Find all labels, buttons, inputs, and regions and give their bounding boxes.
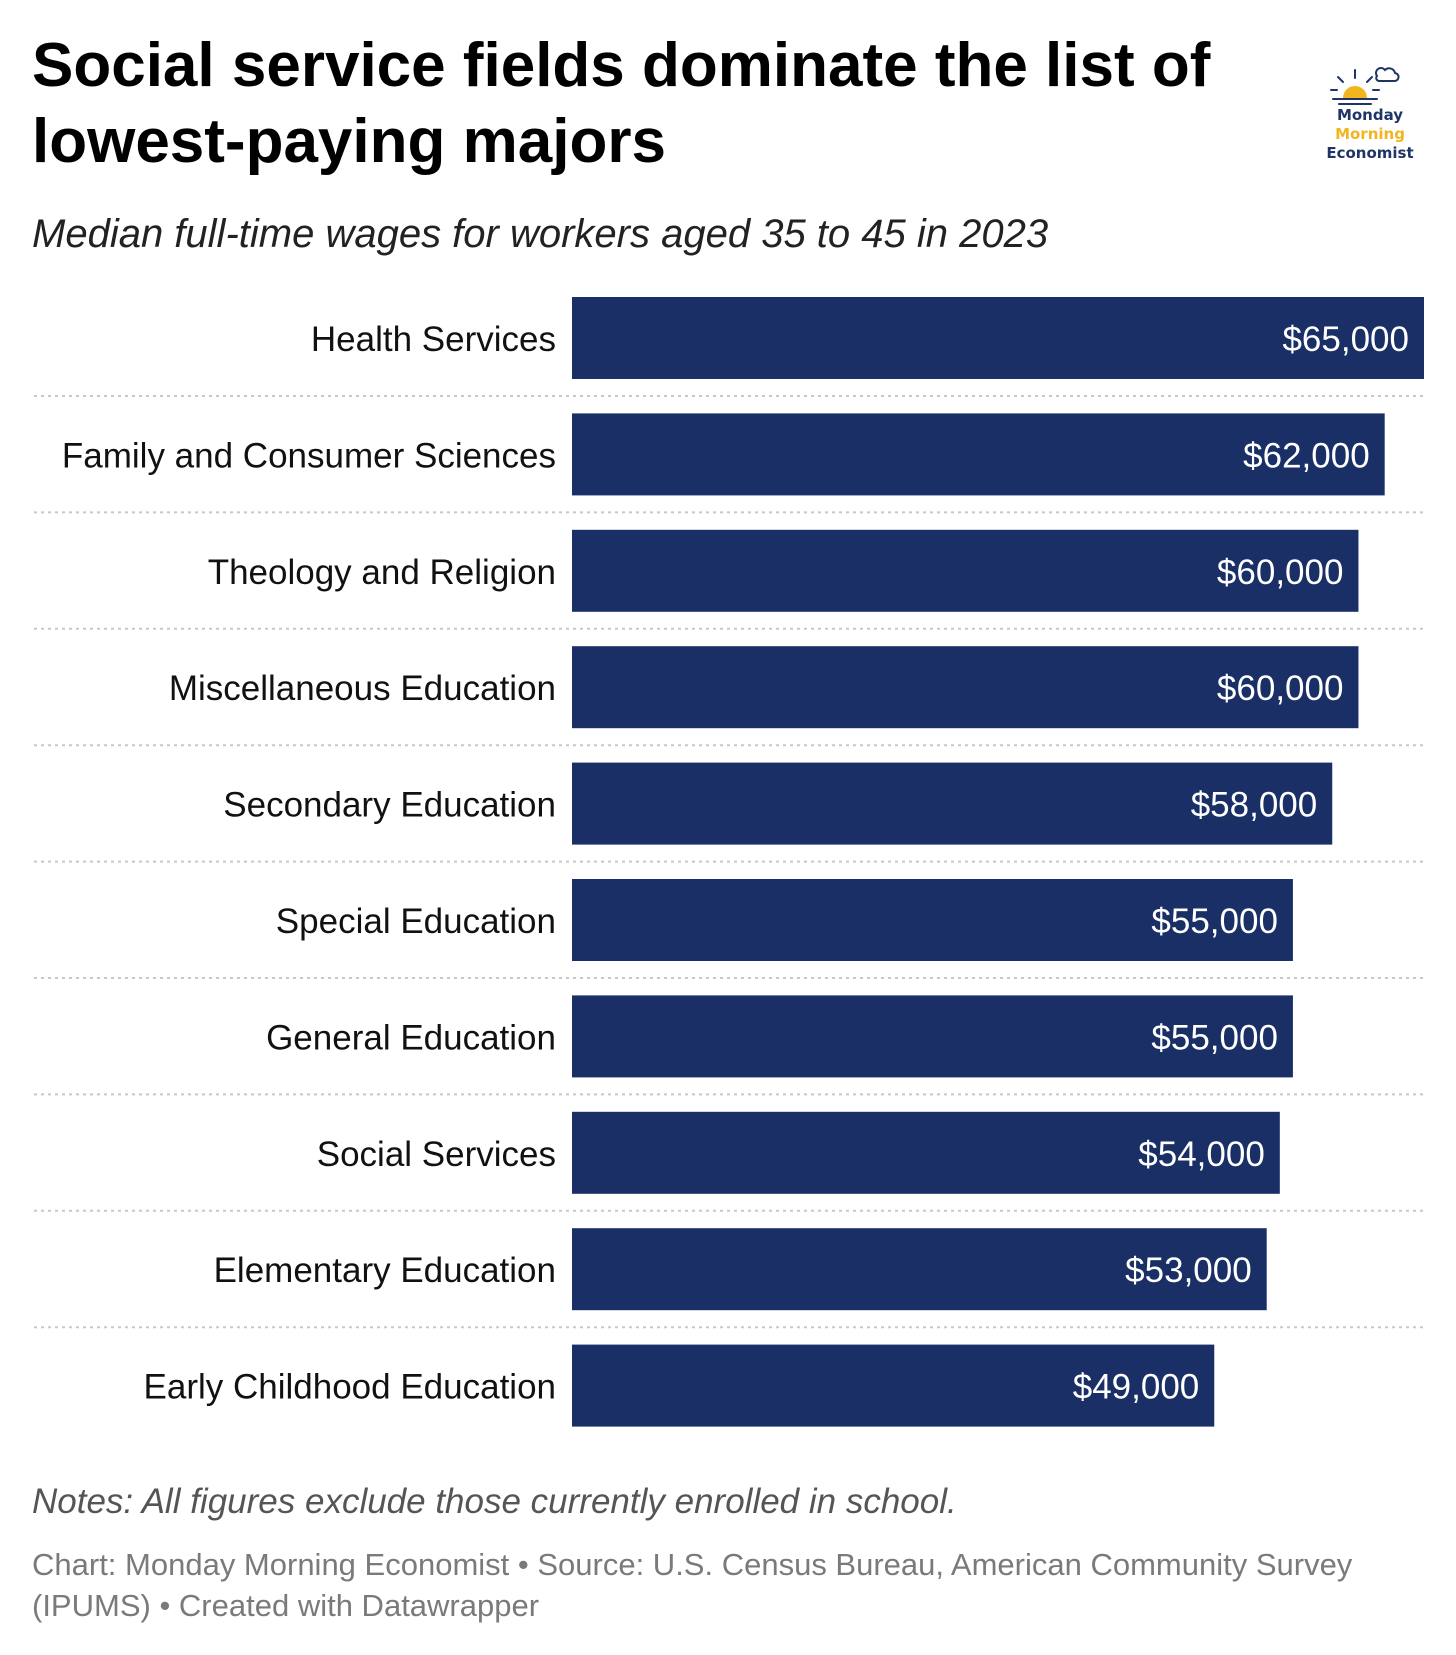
bar	[572, 297, 1424, 379]
value-label: $49,000	[1073, 1368, 1200, 1407]
bar	[572, 646, 1359, 729]
sunrise-icon	[1330, 67, 1400, 105]
category-label: Special Education	[276, 902, 556, 941]
credit-source: Source: U.S. Census Bureau, American Com…	[32, 1547, 1353, 1623]
value-label: $60,000	[1217, 669, 1344, 708]
chart-subtitle: Median full-time wages for workers aged …	[32, 212, 1049, 256]
bar	[572, 1111, 1280, 1194]
value-label: $65,000	[1282, 320, 1409, 359]
chart-credits: Chart: Monday Morning Economist • Source…	[32, 1547, 1353, 1623]
bar	[572, 995, 1293, 1078]
value-label: $55,000	[1151, 1018, 1278, 1057]
category-label: Health Services	[311, 320, 556, 359]
value-label: $53,000	[1125, 1251, 1252, 1290]
bar	[572, 529, 1359, 612]
category-label: Secondary Education	[223, 786, 556, 825]
bar	[572, 1228, 1267, 1311]
category-label: Social Services	[317, 1135, 556, 1174]
chart-title: Social service fields dominate the list …	[32, 31, 1211, 176]
category-label: Miscellaneous Education	[169, 669, 556, 708]
category-label: Family and Consumer Sciences	[62, 436, 556, 475]
credit-tool: Created with Datawrapper	[178, 1588, 540, 1623]
logo-text-economist: Economist	[1326, 144, 1414, 162]
category-label: Theology and Religion	[208, 553, 556, 592]
chart-notes: Notes: All figures exclude those current…	[32, 1482, 957, 1521]
logo-text-monday: Monday	[1336, 106, 1404, 124]
brand-logo: Monday Morning Economist	[1305, 58, 1435, 178]
logo-text-morning: Morning	[1335, 125, 1405, 143]
value-label: $60,000	[1217, 553, 1344, 592]
bar-chart: Health Services $65,000 Family and Consume…	[34, 297, 1424, 1427]
bar	[572, 1344, 1215, 1427]
category-label: Elementary Education	[214, 1251, 556, 1290]
bar	[572, 762, 1333, 845]
credit-chart: Chart: Monday Morning Economist	[32, 1547, 510, 1582]
value-label: $54,000	[1138, 1135, 1265, 1174]
bar	[572, 413, 1385, 496]
value-label: $55,000	[1151, 902, 1278, 941]
value-label: $58,000	[1191, 786, 1318, 825]
value-label: $62,000	[1243, 436, 1370, 475]
category-label: General Education	[266, 1018, 556, 1057]
category-label: Early Childhood Education	[144, 1368, 556, 1407]
bar	[572, 879, 1293, 961]
